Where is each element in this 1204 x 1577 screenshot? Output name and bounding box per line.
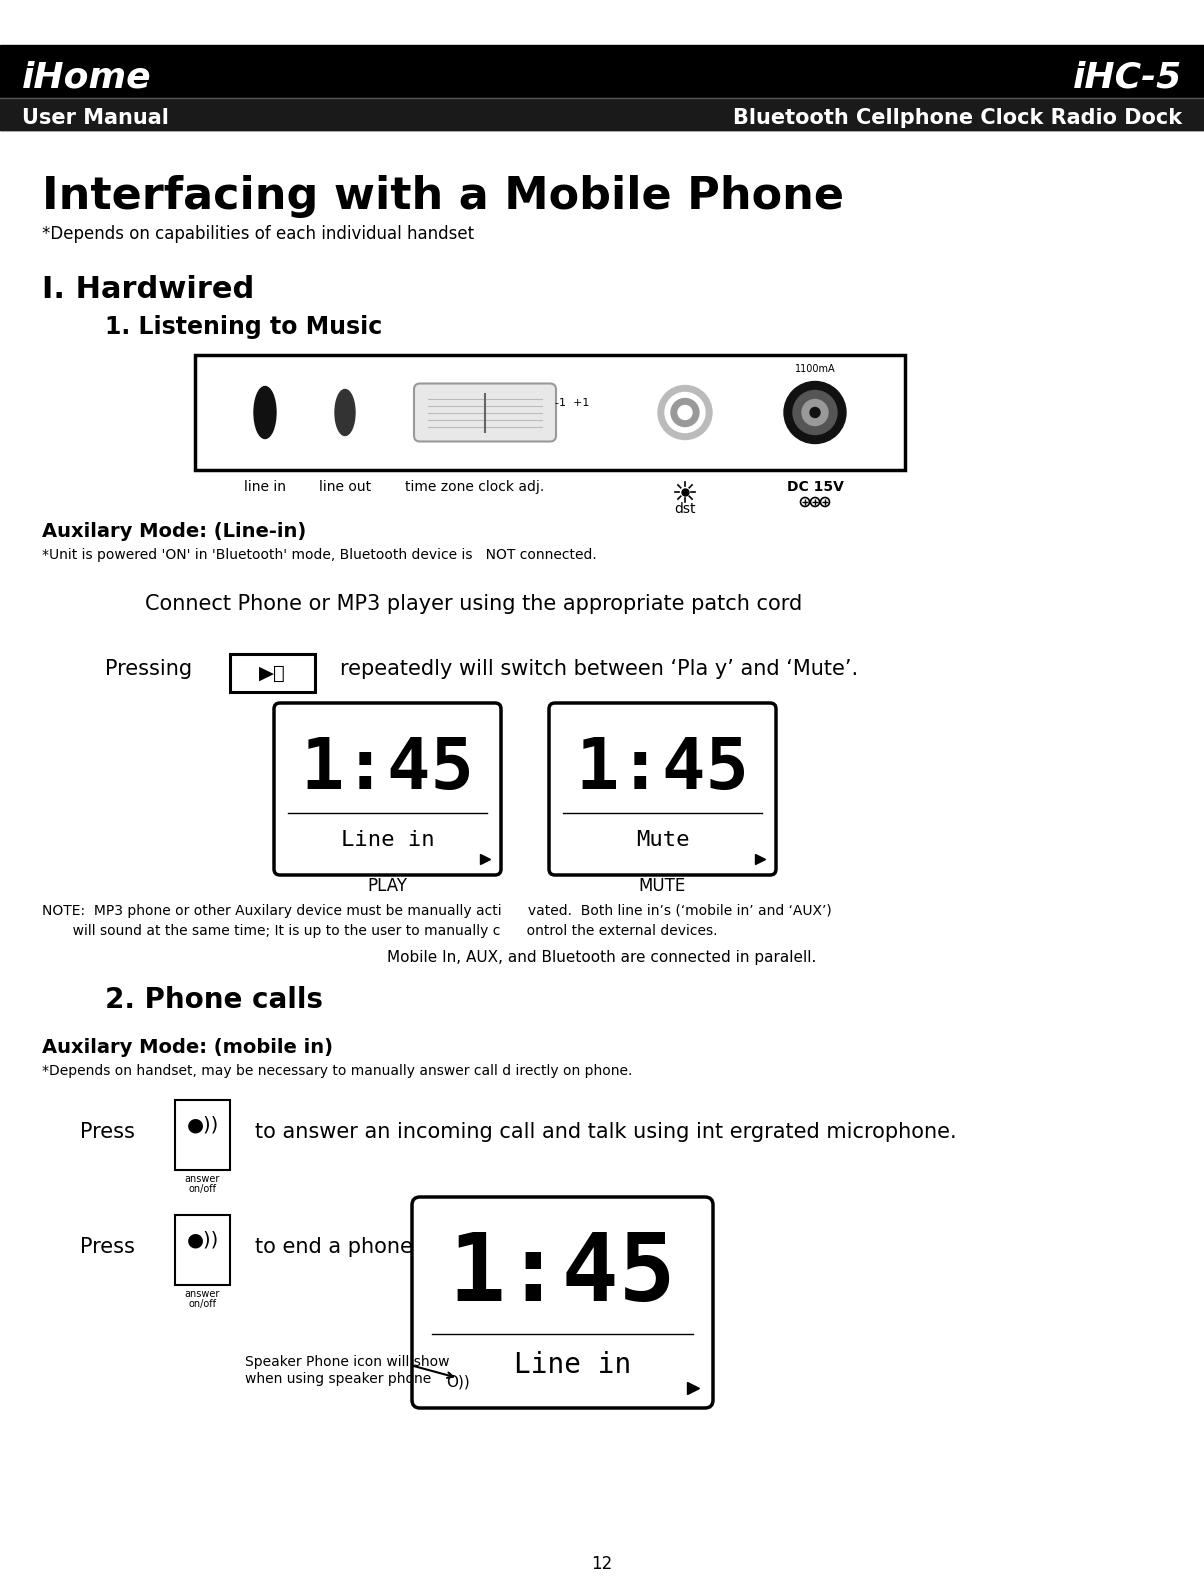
Text: Pressing: Pressing (105, 659, 193, 680)
Text: Bluetooth Cellphone Clock Radio Dock: Bluetooth Cellphone Clock Radio Dock (733, 107, 1182, 128)
Bar (0, 98, 1204, 129)
Text: NOTE:  MP3 phone or other Auxilary device must be manually acti      vated.  Bot: NOTE: MP3 phone or other Auxilary device… (42, 904, 832, 918)
Text: Speaker Phone icon will show: Speaker Phone icon will show (244, 1355, 449, 1369)
Ellipse shape (793, 391, 837, 435)
Text: DC 15V: DC 15V (786, 479, 844, 494)
Text: Line in: Line in (341, 830, 435, 850)
Ellipse shape (335, 390, 355, 435)
Ellipse shape (678, 405, 692, 419)
FancyBboxPatch shape (412, 1197, 713, 1408)
Text: 1:45: 1:45 (449, 1228, 677, 1322)
Text: ●)): ●)) (187, 1115, 219, 1134)
Ellipse shape (810, 497, 820, 506)
Text: when using speaker phone: when using speaker phone (244, 1372, 431, 1386)
Text: dst: dst (674, 501, 696, 516)
Text: to end a phone call.: to end a phone call. (255, 1236, 462, 1257)
Text: *Depends on handset, may be necessary to manually answer call d irectly on phone: *Depends on handset, may be necessary to… (42, 1064, 632, 1079)
Bar (175, 1214, 230, 1285)
Text: 1100mA: 1100mA (795, 364, 836, 374)
Ellipse shape (784, 382, 846, 443)
Text: Connect Phone or MP3 player using the appropriate patch cord: Connect Phone or MP3 player using the ap… (144, 595, 802, 613)
Text: Mute: Mute (636, 830, 689, 850)
Text: ▶⏸: ▶⏸ (259, 664, 285, 683)
Ellipse shape (659, 385, 712, 440)
Text: Interfacing with a Mobile Phone: Interfacing with a Mobile Phone (42, 175, 844, 218)
Text: PLAY: PLAY (367, 877, 407, 896)
FancyBboxPatch shape (275, 703, 501, 875)
Text: Press: Press (79, 1121, 135, 1142)
Text: *Depends on capabilities of each individual handset: *Depends on capabilities of each individ… (42, 226, 474, 243)
Ellipse shape (820, 497, 830, 506)
Text: Line in: Line in (514, 1351, 631, 1378)
Text: 12: 12 (591, 1555, 613, 1572)
Text: on/off: on/off (189, 1299, 217, 1309)
Text: repeatedly will switch between ‘Pla y’ and ‘Mute’.: repeatedly will switch between ‘Pla y’ a… (340, 659, 858, 680)
Ellipse shape (671, 399, 700, 426)
Ellipse shape (254, 386, 276, 438)
Text: Auxilary Mode: (mobile in): Auxilary Mode: (mobile in) (42, 1038, 334, 1057)
Text: line out: line out (319, 479, 371, 494)
Text: O)): O)) (447, 1375, 470, 1389)
Text: 2. Phone calls: 2. Phone calls (105, 986, 323, 1014)
Ellipse shape (810, 407, 820, 418)
Text: ●)): ●)) (187, 1230, 219, 1249)
Text: answer: answer (184, 1288, 220, 1299)
Text: answer: answer (184, 1173, 220, 1184)
FancyBboxPatch shape (414, 383, 556, 442)
Ellipse shape (665, 393, 706, 432)
Text: 1. Listening to Music: 1. Listening to Music (105, 315, 382, 339)
Bar (0, 46, 1204, 129)
Bar (195, 355, 905, 470)
Text: -1  +1: -1 +1 (555, 397, 589, 407)
Text: *Unit is powered 'ON' in 'Bluetooth' mode, Bluetooth device is   NOT connected.: *Unit is powered 'ON' in 'Bluetooth' mod… (42, 547, 597, 561)
Text: line in: line in (244, 479, 287, 494)
Text: MUTE: MUTE (639, 877, 686, 896)
Text: to answer an incoming call and talk using int ergrated microphone.: to answer an incoming call and talk usin… (255, 1121, 957, 1142)
Ellipse shape (801, 497, 809, 506)
Text: time zone clock adj.: time zone clock adj. (406, 479, 544, 494)
Text: Mobile In, AUX, and Bluetooth are connected in paralell.: Mobile In, AUX, and Bluetooth are connec… (388, 949, 816, 965)
Text: will sound at the same time; It is up to the user to manually c      ontrol the : will sound at the same time; It is up to… (42, 924, 718, 938)
FancyBboxPatch shape (549, 703, 777, 875)
Text: 1:45: 1:45 (301, 735, 474, 804)
Text: 1:45: 1:45 (576, 735, 750, 804)
Text: I. Hardwired: I. Hardwired (42, 274, 254, 304)
Text: iHome: iHome (22, 62, 152, 95)
Text: on/off: on/off (189, 1184, 217, 1194)
Text: Press: Press (79, 1236, 135, 1257)
Text: Auxilary Mode: (Line-in): Auxilary Mode: (Line-in) (42, 522, 306, 541)
Text: iHC-5: iHC-5 (1073, 62, 1182, 95)
Text: User Manual: User Manual (22, 107, 169, 128)
Bar (230, 654, 315, 692)
Bar (175, 1101, 230, 1170)
Ellipse shape (802, 399, 828, 426)
